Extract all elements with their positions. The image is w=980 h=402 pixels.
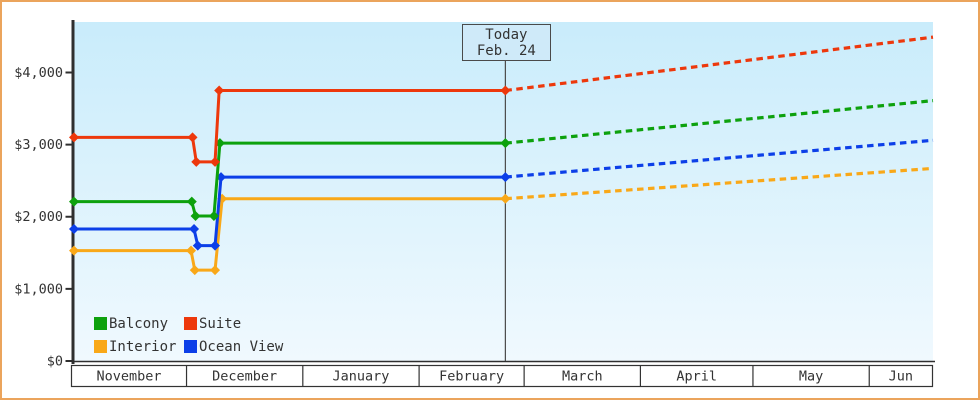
- month-label: February: [439, 369, 504, 385]
- data-point-marker-balcony: [190, 211, 201, 222]
- legend-item-suite: Suite: [184, 314, 283, 333]
- y-axis-tick-label: $1,000: [14, 281, 63, 297]
- month-label: May: [799, 369, 823, 385]
- data-point-marker-suite: [214, 85, 225, 96]
- y-axis-tick-label: $4,000: [14, 65, 63, 81]
- data-point-marker-suite: [210, 156, 221, 167]
- balcony-color-swatch-icon: [94, 317, 107, 330]
- data-point-marker-ocean-view: [210, 240, 221, 251]
- series-projection-ocean-view: [505, 138, 934, 179]
- plot-background: [74, 22, 933, 361]
- series-line-suite: [74, 89, 506, 164]
- series-projection-suite: [505, 35, 934, 93]
- month-label: March: [562, 369, 603, 385]
- month-axis-band: [70, 364, 934, 388]
- month-label: April: [676, 369, 717, 385]
- data-point-marker-interior: [186, 245, 197, 256]
- legend-item-balcony: Balcony: [94, 314, 184, 333]
- series-projection-interior: [505, 166, 934, 201]
- suite-color-swatch-icon: [184, 317, 197, 330]
- data-point-marker-interior: [500, 193, 511, 204]
- data-point-marker-interior: [189, 265, 200, 276]
- data-point-marker-suite: [500, 85, 511, 96]
- month-label: Jun: [889, 369, 913, 385]
- ocean-view-color-swatch-icon: [184, 340, 197, 353]
- data-point-marker-balcony: [208, 211, 219, 222]
- data-point-marker-balcony: [69, 196, 79, 207]
- today-date: Feb. 24: [476, 42, 536, 59]
- y-axis-tick-label: $2,000: [14, 209, 63, 225]
- legend-label-suite: Suite: [199, 315, 242, 332]
- data-point-marker-ocean-view: [69, 224, 79, 235]
- series-line-balcony: [74, 141, 506, 218]
- series-projection-balcony: [505, 99, 934, 145]
- data-point-marker-balcony: [186, 196, 197, 207]
- y-axis-tick-label: $0: [47, 354, 63, 370]
- data-point-marker-ocean-view: [192, 240, 203, 251]
- data-point-marker-suite: [191, 156, 202, 167]
- data-point-marker-suite: [69, 132, 79, 143]
- series-line-interior: [74, 197, 506, 272]
- today-marker-box: Today Feb. 24: [461, 24, 551, 61]
- legend-item-ocean-view: Ocean View: [184, 337, 283, 356]
- today-label: Today: [485, 26, 528, 43]
- chart-legend: Balcony Suite Interior Ocean View: [94, 314, 283, 356]
- legend-label-balcony: Balcony: [109, 315, 169, 332]
- legend-label-interior: Interior: [109, 338, 177, 355]
- data-point-marker-interior: [210, 265, 221, 276]
- month-label: December: [212, 369, 277, 385]
- month-label: January: [333, 369, 390, 385]
- data-point-marker-ocean-view: [500, 172, 511, 183]
- y-axis-tick-label: $3,000: [14, 137, 63, 153]
- month-label: November: [97, 369, 162, 385]
- data-point-marker-ocean-view: [189, 224, 200, 235]
- legend-label-ocean-view: Ocean View: [199, 338, 284, 355]
- data-point-marker-balcony: [500, 138, 511, 149]
- interior-color-swatch-icon: [94, 340, 107, 353]
- legend-item-interior: Interior: [94, 337, 184, 356]
- data-point-marker-interior: [69, 245, 79, 256]
- series-line-ocean-view: [74, 175, 506, 248]
- data-point-marker-suite: [187, 132, 198, 143]
